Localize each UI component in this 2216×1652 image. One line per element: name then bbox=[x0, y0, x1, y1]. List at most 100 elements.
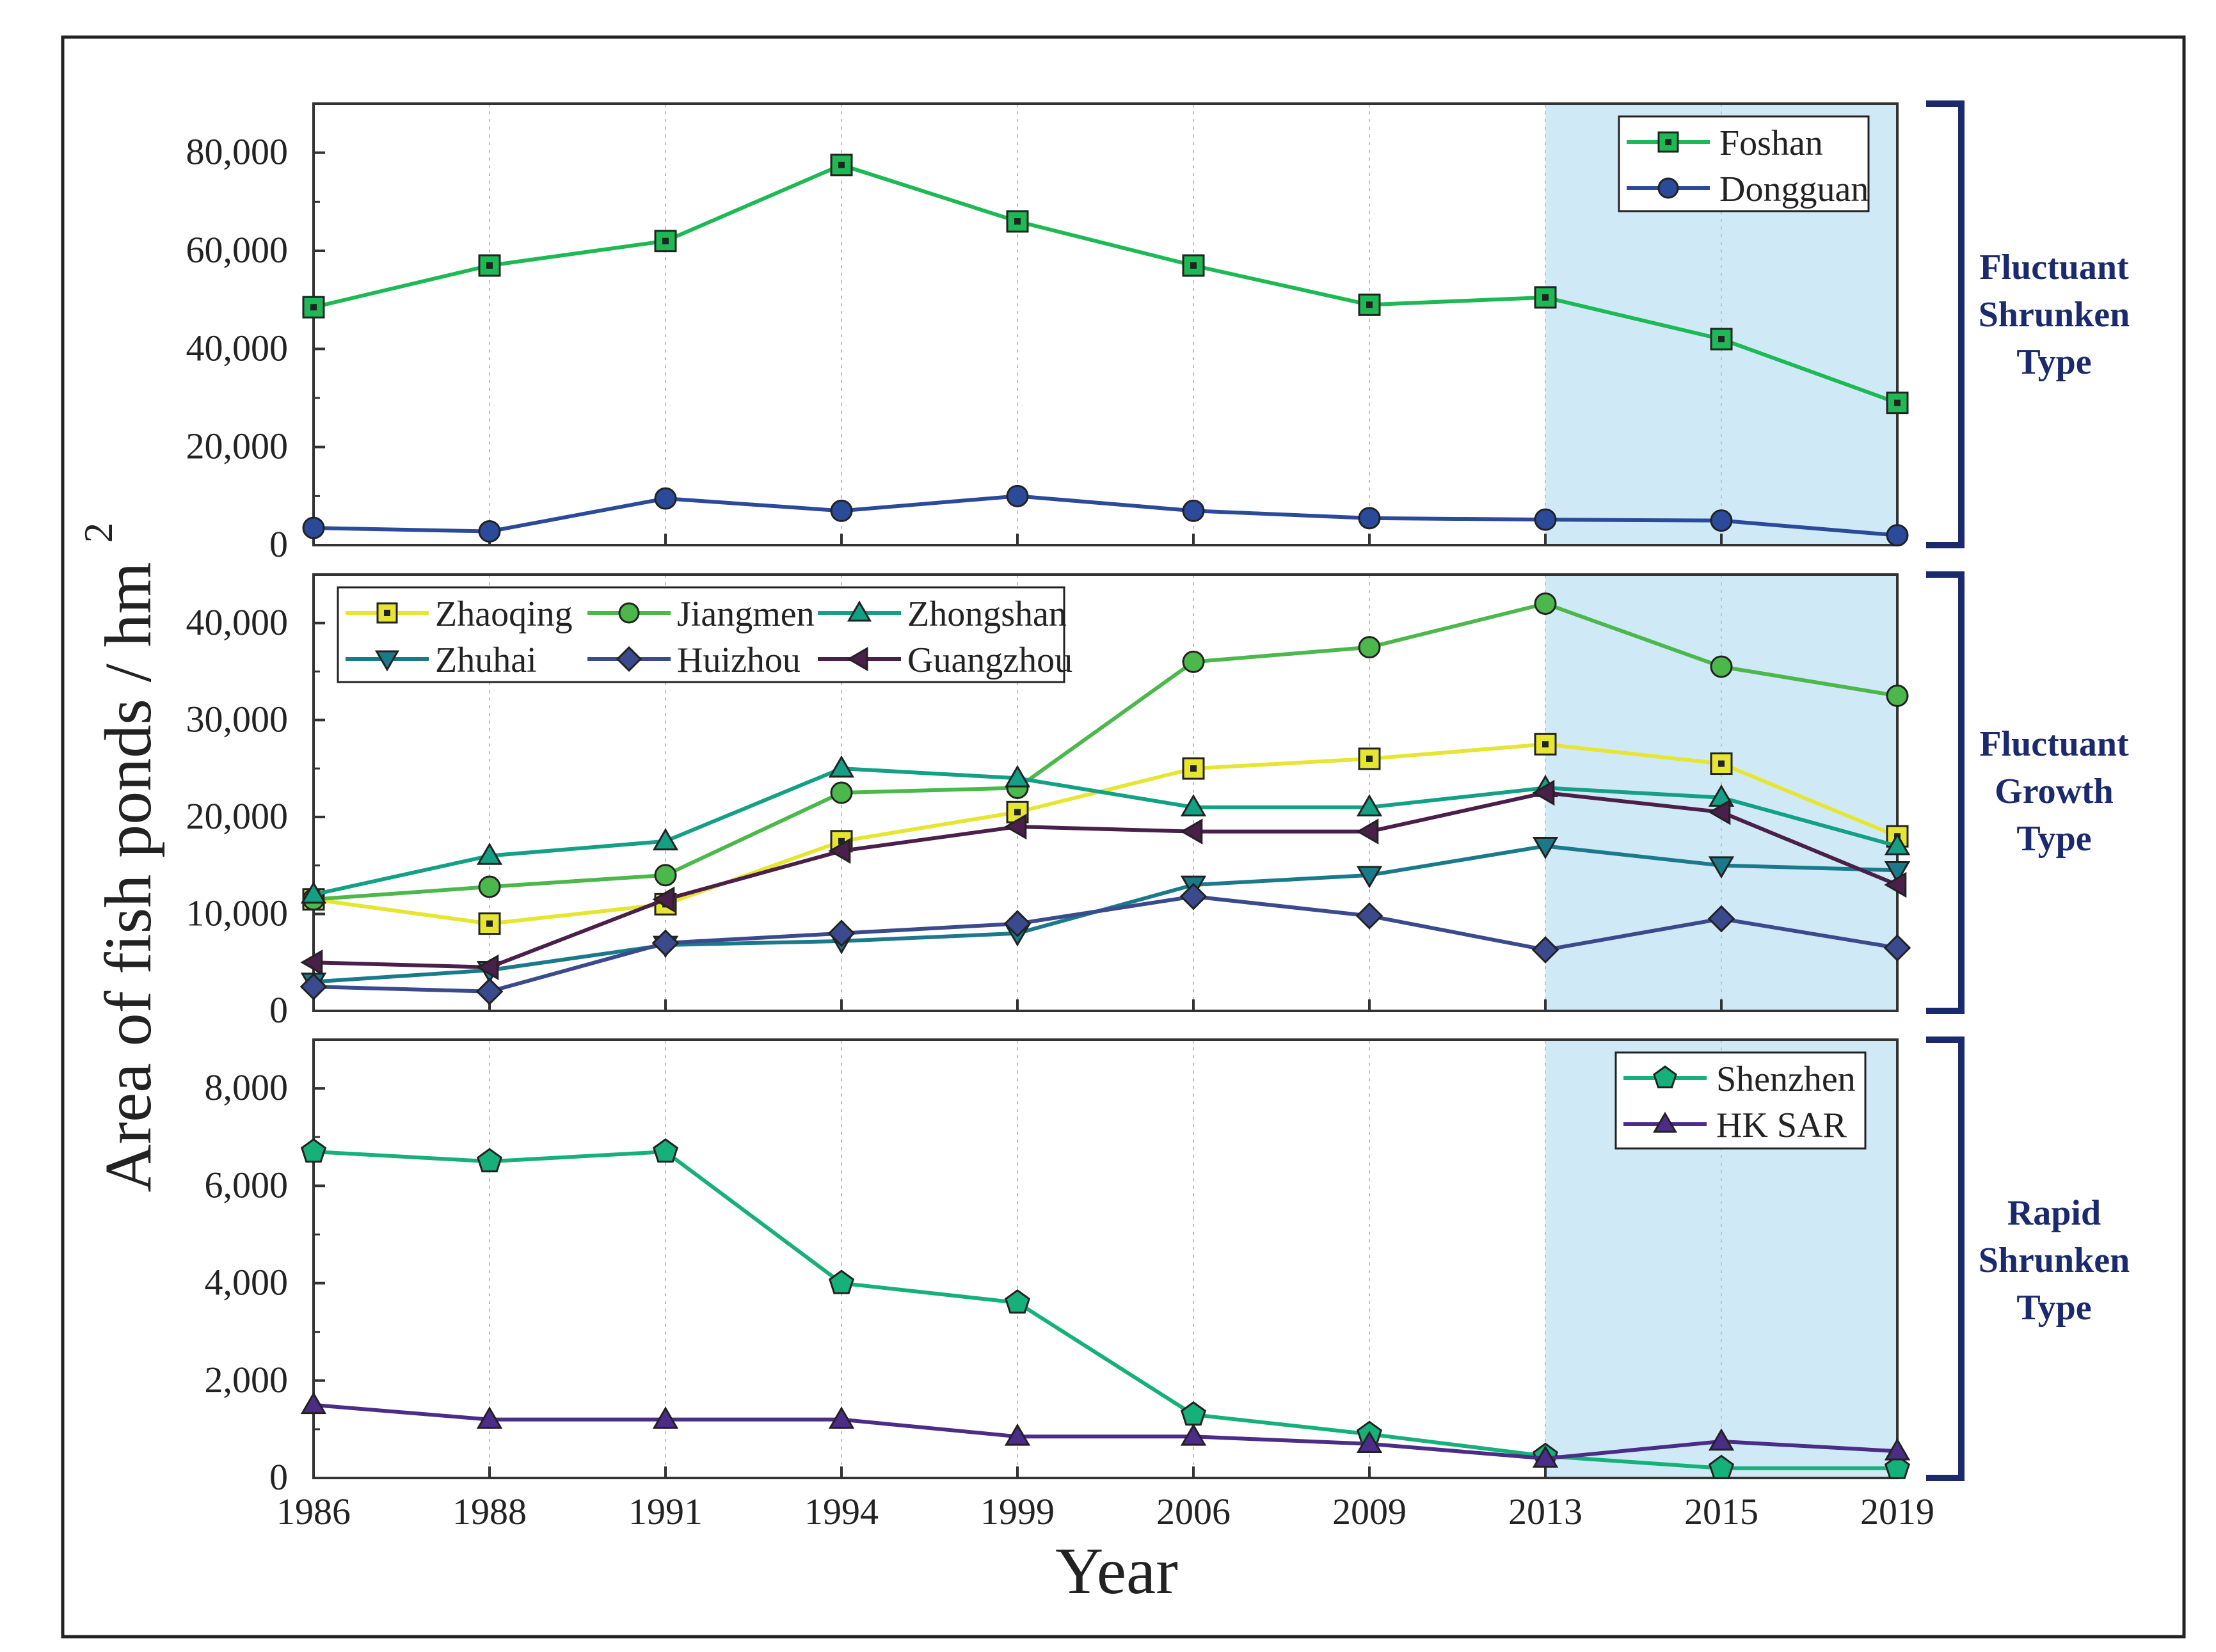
y-axis-title: Area of fish ponds / hm 2 bbox=[76, 523, 165, 1193]
point-guangzhou-1988 bbox=[476, 954, 499, 981]
group-label-2-line-3: Type bbox=[2016, 819, 2091, 859]
y-tick-label: 0 bbox=[269, 989, 288, 1031]
group-annotations: Fluctuant Shrunken Type Fluctuant Growth Type… bbox=[1926, 100, 2130, 1481]
point-jiangmen-2009 bbox=[1358, 636, 1381, 659]
point-zhuhai-2015 bbox=[1708, 856, 1735, 879]
y-tick-label: 8,000 bbox=[205, 1067, 289, 1108]
point-jiangmen-1991 bbox=[654, 864, 677, 887]
point-huizhou-2009 bbox=[1355, 902, 1383, 930]
group-bracket-2 bbox=[1926, 571, 1965, 1014]
point-shenzhen-1999 bbox=[1004, 1289, 1031, 1314]
x-tick-label-2013: 2013 bbox=[1508, 1491, 1582, 1532]
legend-marker-zhaoqing-center bbox=[384, 610, 390, 616]
group-label-3-line-2: Shrunken bbox=[1979, 1241, 2130, 1280]
point-huizhou-2006 bbox=[1179, 882, 1208, 910]
point-zhaoqing-2006-center bbox=[1190, 765, 1197, 772]
point-foshan-1991-center bbox=[662, 237, 669, 244]
point-dongguan-2006 bbox=[1182, 499, 1205, 522]
legend-marker-dongguan bbox=[1657, 177, 1679, 199]
y-tick-label: 4,000 bbox=[205, 1262, 289, 1303]
y-axis-title-main: Area of fish ponds / hm bbox=[92, 562, 165, 1193]
point-foshan-1988-center bbox=[486, 262, 493, 269]
legend-marker-zhaoqing bbox=[376, 602, 398, 624]
point-dongguan-2009 bbox=[1358, 507, 1381, 530]
point-zhongshan-2019 bbox=[1884, 832, 1911, 855]
legend-marker-zhongshan bbox=[847, 600, 872, 622]
point-zhaoqing-2009-center bbox=[1366, 755, 1373, 762]
legend-marker-jiangmen bbox=[618, 602, 640, 624]
point-hk-sar-1986 bbox=[300, 1392, 327, 1415]
y-tick-label: 0 bbox=[269, 1456, 288, 1498]
point-zhuhai-2013 bbox=[1532, 837, 1559, 859]
point-zhaoqing-2013-center bbox=[1542, 741, 1549, 748]
x-tick-label-2019: 2019 bbox=[1860, 1491, 1934, 1532]
legend-marker-zhuhai bbox=[374, 650, 400, 672]
series-line-jiangmen bbox=[313, 601, 1898, 901]
x-tick-label-1988: 1988 bbox=[452, 1491, 527, 1532]
point-shenzhen-1991 bbox=[652, 1138, 679, 1163]
point-hk-sar-1991 bbox=[652, 1406, 679, 1429]
group-bracket-1 bbox=[1926, 100, 1965, 548]
legend-marker-huizhou bbox=[616, 646, 642, 672]
point-zhaoqing-1994-center bbox=[838, 838, 845, 845]
point-zhaoqing-1988-center bbox=[486, 920, 493, 927]
point-foshan-2019-center bbox=[1894, 399, 1901, 406]
group-label-3-line-1: Rapid bbox=[2007, 1193, 2101, 1233]
point-jiangmen-2019 bbox=[1886, 684, 1909, 707]
legend-marker-guangzhou bbox=[847, 646, 868, 672]
group-label-3-line-3: Type bbox=[2016, 1288, 2091, 1328]
figure-frame bbox=[61, 35, 2186, 1639]
y-tick-label: 0 bbox=[269, 523, 288, 565]
series-line-zhaoqing bbox=[313, 742, 1899, 926]
legend-label-foshan: Foshan bbox=[1719, 123, 1823, 163]
point-foshan-1986-center bbox=[310, 304, 317, 311]
point-guangzhou-2019 bbox=[1884, 871, 1907, 898]
y-tick-label: 80,000 bbox=[186, 131, 289, 173]
point-dongguan-1991 bbox=[654, 487, 677, 510]
y-tick-label: 6,000 bbox=[205, 1164, 289, 1205]
point-guangzhou-2006 bbox=[1180, 818, 1203, 845]
point-hk-sar-1988 bbox=[476, 1406, 503, 1429]
x-tick-label-1986: 1986 bbox=[276, 1491, 351, 1532]
point-zhaoqing-2015-center bbox=[1718, 760, 1725, 767]
point-guangzhou-1986 bbox=[300, 949, 323, 976]
point-shenzhen-1988 bbox=[476, 1148, 503, 1173]
point-zhuhai-2019 bbox=[1884, 861, 1911, 884]
point-shenzhen-2015 bbox=[1708, 1454, 1735, 1479]
point-zhongshan-2009 bbox=[1356, 794, 1383, 817]
series-line-shenzhen bbox=[313, 1150, 1897, 1470]
y-axis-title-group: Area of fish ponds / hm 2 bbox=[76, 523, 165, 1193]
point-dongguan-2013 bbox=[1534, 508, 1557, 531]
series-line-zhongshan bbox=[313, 766, 1898, 897]
x-tick-label-2006: 2006 bbox=[1156, 1491, 1231, 1532]
point-hk-sar-1999 bbox=[1004, 1423, 1031, 1446]
point-dongguan-1994 bbox=[830, 499, 853, 522]
legend-panel-1: Foshan Dongguan bbox=[1618, 115, 1870, 212]
point-hk-sar-2013 bbox=[1532, 1445, 1559, 1468]
point-jiangmen-2015 bbox=[1710, 655, 1733, 678]
group-label-2-line-2: Growth bbox=[1995, 772, 2114, 811]
legend-label-jiangmen: Jiangmen bbox=[677, 594, 815, 634]
legend-box bbox=[337, 586, 1065, 683]
point-shenzhen-2019 bbox=[1884, 1454, 1911, 1479]
y-tick-label: 2,000 bbox=[205, 1359, 289, 1401]
series-line-hk-sar bbox=[313, 1402, 1898, 1461]
point-guangzhou-2013 bbox=[1532, 779, 1555, 806]
point-huizhou-2015 bbox=[1707, 905, 1735, 933]
x-tick-label-2009: 2009 bbox=[1332, 1491, 1407, 1532]
x-axis-title: Year bbox=[1055, 1534, 1178, 1608]
point-zhaoqing-1999-center bbox=[1014, 809, 1021, 816]
point-dongguan-1999 bbox=[1006, 484, 1029, 507]
y-tick-label: 40,000 bbox=[186, 601, 289, 643]
point-zhongshan-1986 bbox=[300, 881, 327, 904]
point-foshan-1999-center bbox=[1014, 218, 1021, 225]
point-guangzhou-1999 bbox=[1004, 813, 1027, 840]
point-foshan-2013-center bbox=[1542, 294, 1549, 301]
point-huizhou-2019 bbox=[1883, 934, 1911, 962]
point-huizhou-2013 bbox=[1531, 936, 1559, 964]
group-label-1-line-1: Fluctuant bbox=[1979, 248, 2129, 287]
panel-3: 0 2,000 4,000 6,000 8,000 1986 1988 1991 1994 199… bbox=[205, 1038, 1934, 1532]
y-tick-label: 30,000 bbox=[186, 698, 289, 740]
plot-frame bbox=[312, 102, 1899, 546]
